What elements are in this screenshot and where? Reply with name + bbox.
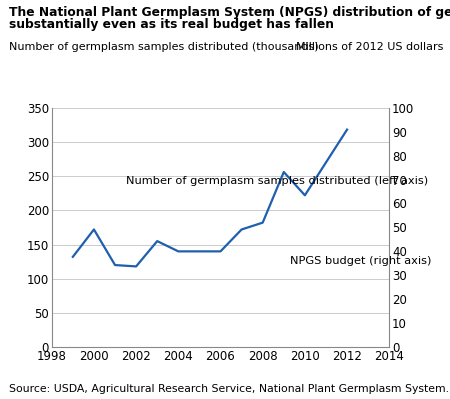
Text: substantially even as its real budget has fallen: substantially even as its real budget ha… xyxy=(9,18,334,31)
Text: NPGS budget (right axis): NPGS budget (right axis) xyxy=(290,256,432,266)
Text: Millions of 2012 US dollars: Millions of 2012 US dollars xyxy=(296,42,443,52)
Text: Source: USDA, Agricultural Research Service, National Plant Germplasm System.: Source: USDA, Agricultural Research Serv… xyxy=(9,384,449,394)
Text: The National Plant Germplasm System (NPGS) distribution of germplasm has increas: The National Plant Germplasm System (NPG… xyxy=(9,6,450,19)
Text: Number of germplasm samples distributed (thousands): Number of germplasm samples distributed … xyxy=(9,42,319,52)
Text: Number of germplasm samples distributed (left axis): Number of germplasm samples distributed … xyxy=(126,176,428,186)
